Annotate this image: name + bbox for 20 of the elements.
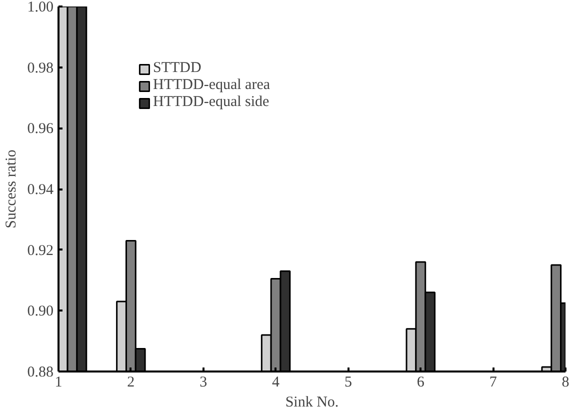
x-tick-label: 3 — [200, 374, 208, 390]
y-axis-title: Success ratio — [3, 150, 20, 228]
x-tick-label: 7 — [489, 374, 498, 390]
legend-label: HTTDD-equal side — [153, 94, 270, 111]
x-tick-label: 4 — [272, 374, 280, 390]
y-tick-label: 0.88 — [27, 364, 54, 380]
y-tick-label: 0.90 — [27, 304, 54, 320]
x-tick-label: 5 — [344, 374, 352, 390]
y-tick-label: 1.00 — [27, 0, 54, 16]
y-tick-label: 0.96 — [27, 121, 54, 138]
x-tick-label: 2 — [127, 374, 135, 390]
legend-label: HTTDD-equal area — [153, 77, 270, 94]
x-axis-title: Sink No. — [285, 394, 339, 410]
x-tick-label: 8 — [562, 374, 570, 390]
y-tick-label: 0.98 — [27, 60, 54, 76]
y-tick-label: 0.92 — [27, 242, 54, 259]
legend-label: STTDD — [153, 60, 202, 77]
x-tick-label: 1 — [54, 374, 62, 390]
x-tick-label: 6 — [416, 374, 425, 390]
y-tick-label: 0.94 — [27, 182, 54, 198]
